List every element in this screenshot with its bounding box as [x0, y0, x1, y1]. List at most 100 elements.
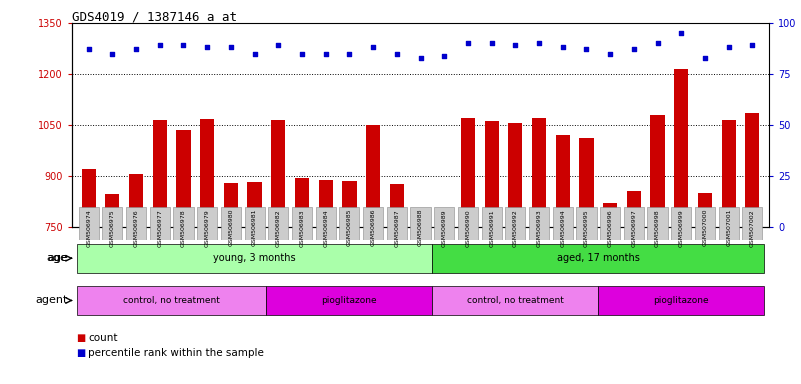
Text: GSM506990: GSM506990: [465, 209, 470, 247]
Point: [296, 50, 308, 56]
Text: GSM506985: GSM506985: [347, 209, 352, 247]
Bar: [626, 191, 641, 227]
Bar: [129, 174, 143, 227]
Point: [130, 46, 143, 53]
Point: [723, 45, 735, 51]
Bar: [745, 113, 759, 227]
Point: [201, 45, 214, 51]
Text: GSM506998: GSM506998: [655, 209, 660, 247]
FancyBboxPatch shape: [197, 207, 217, 240]
FancyBboxPatch shape: [598, 286, 764, 315]
Text: GSM506987: GSM506987: [394, 209, 400, 247]
Bar: [437, 215, 451, 227]
Bar: [413, 210, 428, 227]
Bar: [722, 120, 736, 227]
Text: GSM506988: GSM506988: [418, 209, 423, 247]
FancyBboxPatch shape: [505, 207, 525, 240]
FancyBboxPatch shape: [671, 207, 691, 240]
FancyBboxPatch shape: [481, 207, 501, 240]
Bar: [650, 114, 665, 227]
FancyBboxPatch shape: [316, 207, 336, 240]
Bar: [390, 184, 404, 227]
FancyBboxPatch shape: [267, 286, 433, 315]
Text: GSM506992: GSM506992: [513, 209, 517, 247]
Text: count: count: [88, 333, 118, 343]
Text: aged, 17 months: aged, 17 months: [557, 253, 640, 263]
Text: GSM506989: GSM506989: [441, 209, 447, 247]
FancyBboxPatch shape: [718, 207, 739, 240]
FancyBboxPatch shape: [77, 286, 267, 315]
FancyBboxPatch shape: [577, 207, 597, 240]
Point: [390, 50, 403, 56]
Text: agent: agent: [35, 295, 67, 306]
Bar: [698, 193, 712, 227]
Text: GSM506982: GSM506982: [276, 209, 281, 247]
Point: [224, 45, 237, 51]
Point: [651, 40, 664, 46]
Point: [580, 46, 593, 53]
Text: GSM506974: GSM506974: [87, 209, 91, 247]
Bar: [532, 118, 546, 227]
Bar: [200, 119, 215, 227]
Text: GSM507000: GSM507000: [702, 209, 707, 247]
FancyBboxPatch shape: [221, 207, 241, 240]
Bar: [272, 120, 285, 227]
FancyBboxPatch shape: [363, 207, 383, 240]
FancyBboxPatch shape: [553, 207, 573, 240]
Text: GDS4019 / 1387146_a_at: GDS4019 / 1387146_a_at: [72, 10, 237, 23]
FancyBboxPatch shape: [695, 207, 715, 240]
Point: [153, 42, 166, 48]
Text: GSM506991: GSM506991: [489, 209, 494, 247]
Bar: [248, 182, 262, 227]
Text: control, no treatment: control, no treatment: [123, 296, 220, 305]
Bar: [223, 183, 238, 227]
Text: GSM506994: GSM506994: [560, 209, 566, 247]
Point: [438, 53, 451, 59]
Bar: [674, 69, 688, 227]
Bar: [82, 169, 96, 227]
Point: [320, 50, 332, 56]
FancyBboxPatch shape: [292, 207, 312, 240]
Point: [461, 40, 474, 46]
FancyBboxPatch shape: [103, 207, 123, 240]
FancyBboxPatch shape: [340, 207, 360, 240]
FancyBboxPatch shape: [624, 207, 644, 240]
Text: pioglitazone: pioglitazone: [322, 296, 377, 305]
Text: GSM506984: GSM506984: [324, 209, 328, 247]
Point: [557, 45, 570, 51]
FancyBboxPatch shape: [387, 207, 407, 240]
Bar: [485, 121, 499, 227]
Bar: [176, 130, 191, 227]
Point: [106, 50, 119, 56]
Text: GSM506978: GSM506978: [181, 209, 186, 247]
Point: [746, 42, 759, 48]
Bar: [342, 181, 356, 227]
FancyBboxPatch shape: [244, 207, 264, 240]
Bar: [579, 138, 594, 227]
FancyBboxPatch shape: [458, 207, 478, 240]
Text: ■: ■: [76, 333, 86, 343]
Text: GSM506981: GSM506981: [252, 209, 257, 247]
FancyBboxPatch shape: [78, 207, 99, 240]
Text: GSM506983: GSM506983: [300, 209, 304, 247]
Point: [533, 40, 545, 46]
FancyBboxPatch shape: [150, 207, 170, 240]
Point: [414, 55, 427, 61]
Point: [248, 50, 261, 56]
Point: [272, 42, 284, 48]
Point: [509, 42, 521, 48]
FancyBboxPatch shape: [410, 207, 431, 240]
Text: pioglitazone: pioglitazone: [654, 296, 709, 305]
Text: GSM507001: GSM507001: [727, 209, 731, 247]
Bar: [153, 120, 167, 227]
Bar: [556, 135, 570, 227]
Text: GSM506975: GSM506975: [110, 209, 115, 247]
Text: GSM506993: GSM506993: [537, 209, 541, 247]
Text: GSM506977: GSM506977: [157, 209, 163, 247]
FancyBboxPatch shape: [77, 243, 433, 273]
Bar: [295, 178, 309, 227]
FancyBboxPatch shape: [434, 207, 454, 240]
Text: GSM507002: GSM507002: [750, 209, 755, 247]
Text: GSM506996: GSM506996: [608, 209, 613, 247]
Point: [698, 55, 711, 61]
